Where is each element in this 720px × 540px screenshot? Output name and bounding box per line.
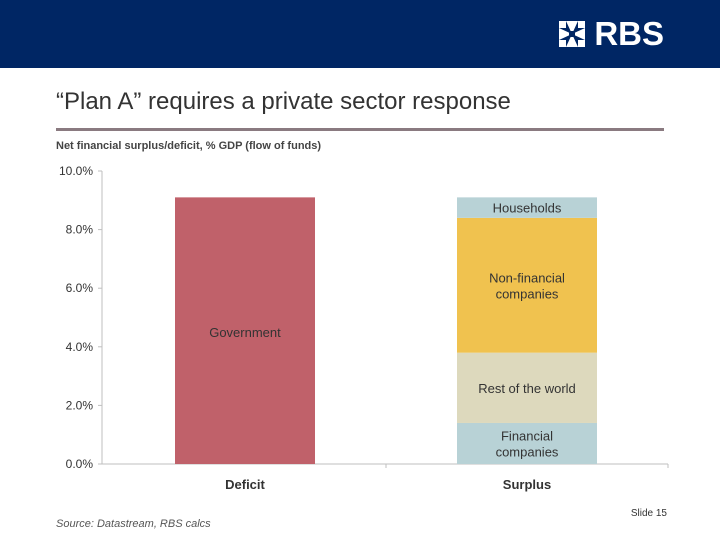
slide-number: Slide 15 bbox=[630, 508, 667, 519]
y-tick-label: 0.0% bbox=[66, 457, 94, 471]
segment-label: Rest of the world bbox=[478, 381, 576, 396]
logo-text: RBS bbox=[594, 15, 664, 52]
y-tick-label: 4.0% bbox=[66, 340, 94, 354]
x-category-label: Surplus bbox=[503, 477, 551, 492]
bar-segment bbox=[175, 197, 315, 464]
segment-label: Households bbox=[493, 201, 562, 216]
segment-label: Government bbox=[209, 325, 281, 340]
logo: RBS bbox=[556, 15, 664, 52]
header-bar: RBS bbox=[0, 0, 720, 68]
segment-label: companies bbox=[496, 286, 559, 301]
bar-segment bbox=[457, 217, 597, 353]
segment-label: companies bbox=[496, 444, 559, 459]
chart-subtitle: Net financial surplus/deficit, % GDP (fl… bbox=[56, 140, 322, 152]
segment-label: Financial bbox=[501, 428, 553, 443]
y-tick-label: 10.0% bbox=[59, 164, 93, 178]
bar-segment bbox=[457, 197, 597, 218]
slide-title: “Plan A” requires a private sector respo… bbox=[56, 88, 511, 115]
bar-segment bbox=[457, 422, 597, 464]
segment-label: Non-financial bbox=[489, 270, 565, 285]
y-tick-label: 6.0% bbox=[66, 281, 94, 295]
stacked-bar-chart: 0.0% 2.0% 4.0% 6.0% 8.0% 10.0% Government Finan… bbox=[59, 164, 669, 492]
title-divider bbox=[56, 128, 664, 131]
source-note: Source: Datastream, RBS calcs bbox=[56, 518, 211, 530]
x-category-label: Deficit bbox=[225, 477, 265, 492]
rbs-daisywheel-icon bbox=[559, 21, 586, 47]
y-tick-label: 2.0% bbox=[66, 398, 94, 412]
y-tick-label: 8.0% bbox=[66, 223, 94, 237]
bar-segment bbox=[457, 352, 597, 423]
